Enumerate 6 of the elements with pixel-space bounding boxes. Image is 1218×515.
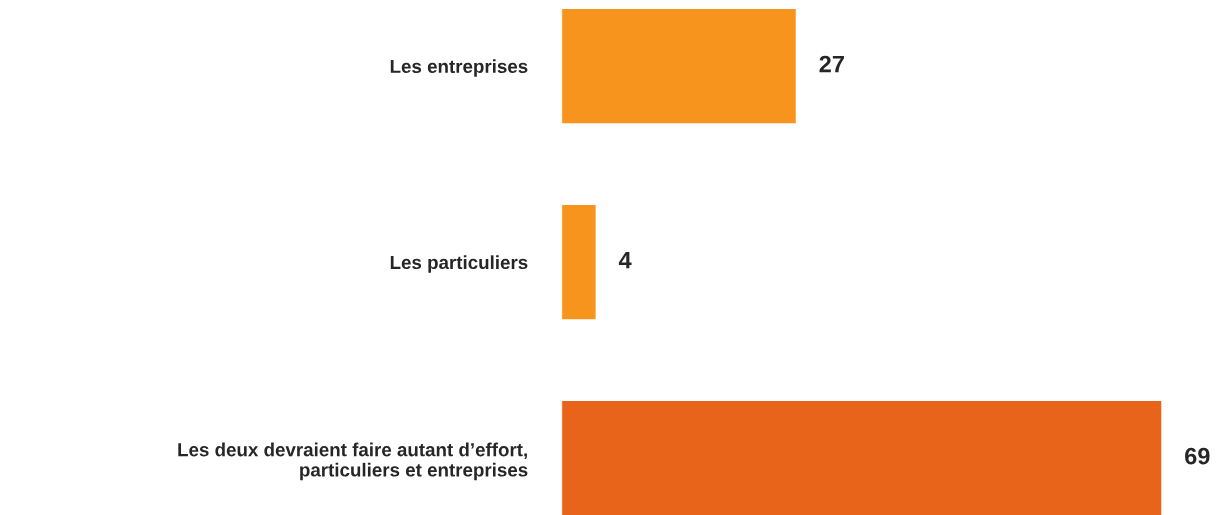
y-tick-label: Les deux devraient faire autant d’effort, particuliers et entreprises: [178, 442, 528, 481]
y-tick-label: Les particuliers: [390, 255, 528, 273]
y-tick-label: Les entreprises: [390, 59, 528, 77]
data-label: 69: [1185, 447, 1210, 465]
data-label: 27: [819, 55, 844, 73]
data-label: 4: [618, 251, 632, 269]
